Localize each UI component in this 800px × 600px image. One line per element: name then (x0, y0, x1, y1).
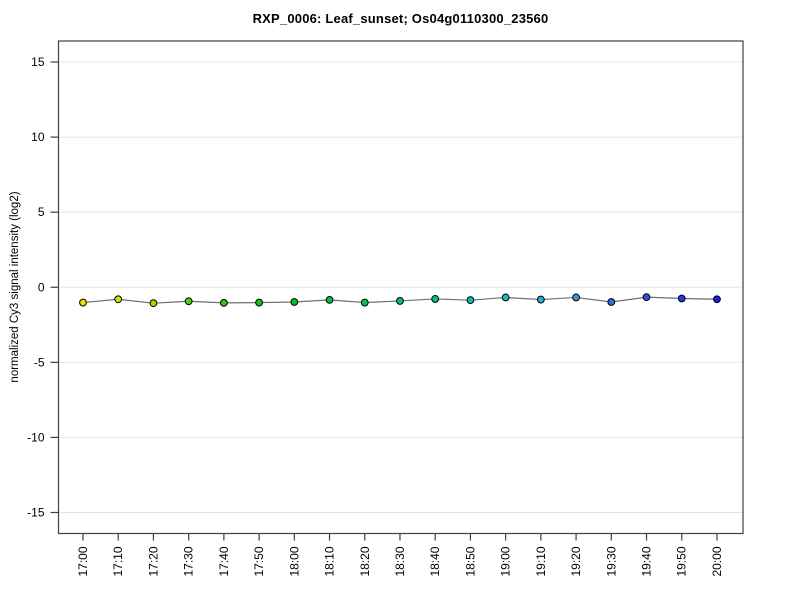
data-point (536, 295, 545, 304)
x-tick-label: 20:00 (710, 546, 724, 576)
x-tick-label: 19:00 (499, 546, 513, 576)
data-point (255, 298, 264, 307)
x-tick-label: 18:10 (323, 546, 337, 576)
data-point (642, 293, 651, 302)
data-point (677, 294, 686, 303)
plot-border (57, 40, 744, 535)
x-tick-label: 19:20 (569, 546, 583, 576)
y-tick-label: -15 (27, 505, 45, 519)
x-tick-label: 19:50 (675, 546, 689, 576)
x-tick-label: 17:30 (182, 546, 196, 576)
y-tick-label: -5 (34, 355, 45, 369)
data-point (431, 295, 440, 303)
x-tick-label: 17:10 (111, 546, 125, 576)
data-point (607, 298, 616, 306)
x-tick-label: 19:40 (640, 546, 654, 576)
data-point (79, 298, 87, 307)
data-point (114, 295, 123, 304)
data-point (713, 295, 721, 304)
x-tick-label: 18:30 (393, 546, 407, 576)
x-tick-label: 18:50 (463, 546, 477, 576)
x-tick-label: 17:50 (252, 546, 266, 576)
y-tick-label: 5 (38, 205, 45, 219)
x-tick-label: 17:40 (217, 546, 231, 576)
y-tick-label: -10 (27, 430, 45, 444)
y-tick-label: 15 (31, 55, 45, 69)
x-tick-label: 18:20 (358, 546, 372, 576)
x-tick-label: 19:10 (534, 546, 548, 576)
x-tick-label: 19:30 (604, 546, 618, 576)
data-point (501, 293, 510, 302)
data-point (219, 298, 228, 307)
x-tick-label: 18:00 (287, 546, 301, 576)
data-point (396, 297, 404, 305)
data-point (325, 295, 334, 304)
data-point (290, 298, 299, 306)
y-tick-label: 10 (31, 130, 45, 144)
x-tick-label: 17:00 (76, 546, 90, 576)
data-point (149, 299, 158, 308)
chart-title: RXP_0006: Leaf_sunset; Os04g0110300_2356… (252, 11, 549, 26)
data-point (184, 297, 193, 306)
y-tick-label: 0 (38, 280, 45, 294)
x-tick-label: 17:20 (146, 546, 160, 576)
x-tick-label: 18:40 (428, 546, 442, 576)
data-point (466, 296, 475, 305)
data-point (572, 293, 580, 302)
data-point (360, 298, 369, 307)
